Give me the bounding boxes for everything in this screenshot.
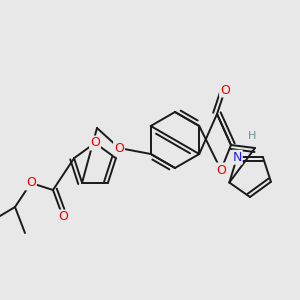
Text: O: O xyxy=(90,136,100,149)
Text: H: H xyxy=(248,131,256,141)
Text: O: O xyxy=(58,211,68,224)
Text: O: O xyxy=(114,142,124,154)
Text: O: O xyxy=(220,83,230,97)
Text: N: N xyxy=(232,151,242,164)
Text: O: O xyxy=(216,164,226,176)
Text: O: O xyxy=(26,176,36,190)
